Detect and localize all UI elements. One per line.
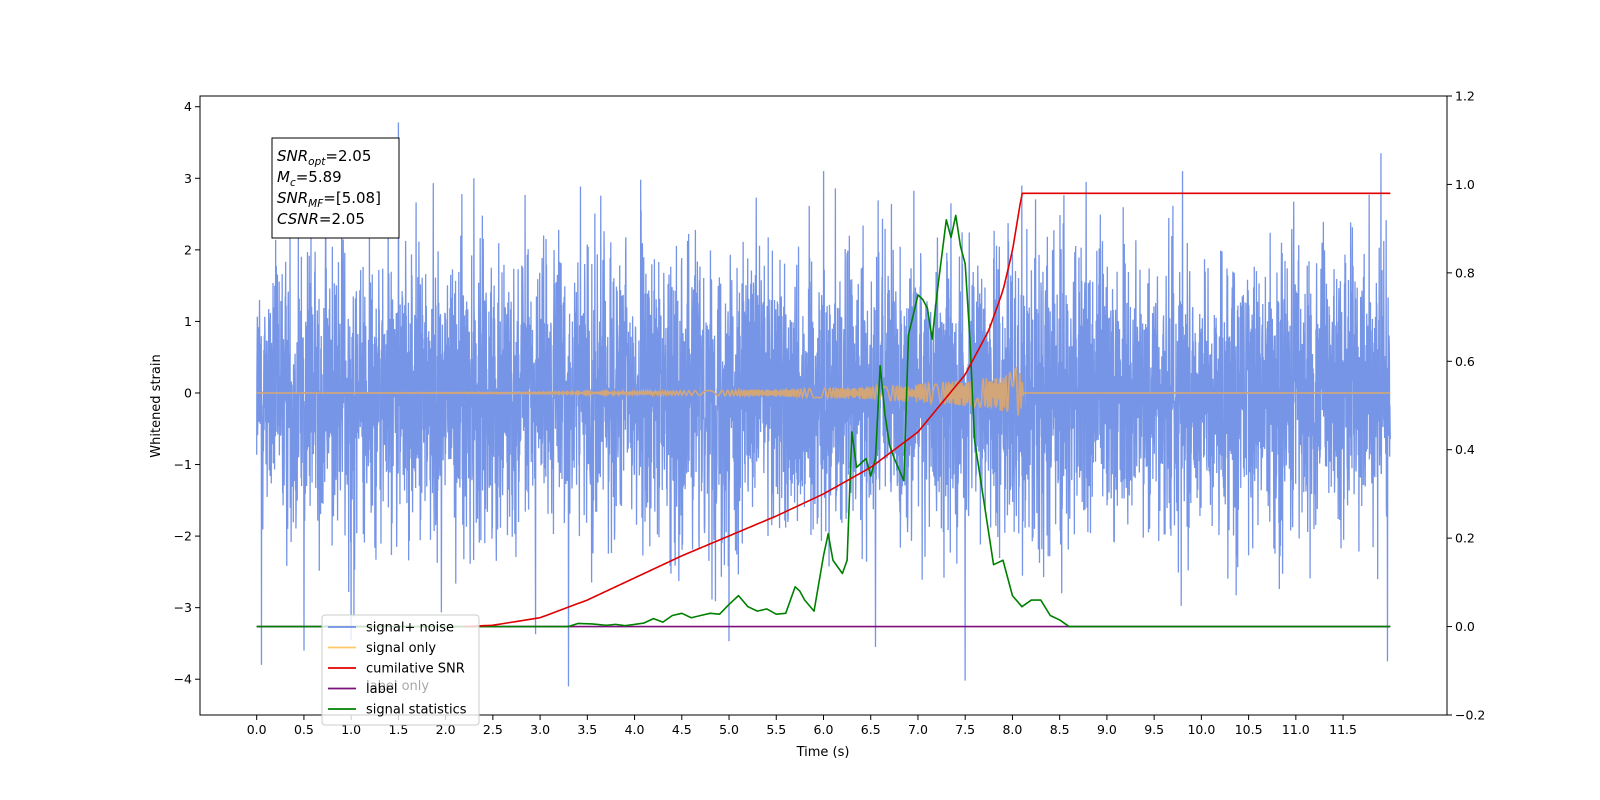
x-tick-label: 10.0: [1187, 722, 1215, 737]
series-signal-statistics: [256, 214, 1391, 628]
y2-tick-label: −0.2: [1455, 708, 1485, 723]
legend: label only signal+ noise signal only cumila…: [321, 614, 480, 726]
x-tick-label: 0.5: [294, 722, 314, 737]
y2-tick-label: 1.0: [1455, 177, 1475, 192]
annotation-value: =5.89: [296, 168, 342, 186]
y-tick-label: 4: [184, 99, 192, 114]
x-tick-label: 0.0: [247, 722, 267, 737]
x-axis: 0.0 0.5 1.0 1.5 2.0 2.5 3.0 3.5 4.0 4.5 5.0 5.5 6.0 6…: [247, 715, 1357, 737]
annotation-subscript: MF: [308, 198, 324, 210]
series-cumilative-snr: [464, 192, 1391, 628]
y-tick-label: −2: [174, 529, 192, 544]
x-tick-label: 2.5: [483, 722, 503, 737]
y2-tick-label: 0.4: [1455, 442, 1475, 457]
x-tick-label: 3.0: [530, 722, 550, 737]
annotation-symbol: SNR: [277, 189, 308, 207]
y-tick-label: 3: [184, 171, 192, 186]
x-tick-label: 4.0: [625, 722, 645, 737]
y-tick-label: 1: [184, 314, 192, 329]
annotation-value: =2.05: [319, 210, 365, 228]
annotation-frame: [271, 137, 400, 239]
x-tick-label: 11.5: [1329, 722, 1357, 737]
x-tick-label: 8.5: [1050, 722, 1070, 737]
annotation-subscript: opt: [308, 156, 326, 168]
x-tick-label: 5.5: [766, 722, 786, 737]
legend-label: cumilative SNR: [366, 662, 465, 677]
y2-tick-label: 0.8: [1455, 265, 1475, 280]
y-axis-right: −0.2 0.0 0.2 0.4 0.6 0.8 1.0 1.2: [1447, 89, 1485, 723]
x-tick-label: 9.5: [1144, 722, 1164, 737]
x-tick-label: 11.0: [1282, 722, 1310, 737]
x-tick-label: 7.5: [955, 722, 975, 737]
x-tick-label: 4.5: [672, 722, 692, 737]
x-tick-label: 9.0: [1097, 722, 1117, 737]
y-axis-left: −4 −3 −2 −1 0 1 2 3 4: [174, 99, 200, 687]
series-signal-noise: [256, 122, 1391, 687]
y-tick-label: −1: [174, 457, 192, 472]
x-tick-label: 5.0: [719, 722, 739, 737]
annotation-line: CSNR=2.05: [277, 210, 365, 228]
x-tick-label: 2.0: [436, 722, 456, 737]
legend-frame: [321, 614, 480, 726]
legend-label: signal only: [366, 641, 436, 656]
annotation-subscript: c: [290, 177, 296, 189]
series-layer: [256, 122, 1391, 687]
legend-label: label: [366, 682, 397, 697]
y2-tick-label: 0.0: [1455, 619, 1475, 634]
x-tick-label: 8.0: [1002, 722, 1022, 737]
annotation-value: =[5.08]: [323, 189, 381, 207]
x-tick-label: 6.5: [861, 722, 881, 737]
x-tick-label: 10.5: [1235, 722, 1263, 737]
series-signal-only: [256, 366, 1391, 416]
y2-tick-label: 0.6: [1455, 354, 1475, 369]
x-tick-label: 7.0: [908, 722, 928, 737]
y2-tick-label: 1.2: [1455, 89, 1475, 104]
annotation-symbol: CSNR: [277, 210, 319, 228]
annotation-symbol: SNR: [277, 147, 308, 165]
y-tick-label: 0: [184, 385, 192, 400]
x-tick-label: 1.0: [341, 722, 361, 737]
y-tick-label: −3: [174, 600, 192, 615]
annotation-symbol: M: [277, 168, 290, 186]
annotation-line: Mc=5.89: [277, 168, 342, 189]
annotation-line: SNRopt=2.05: [277, 147, 371, 168]
x-tick-label: 3.5: [577, 722, 597, 737]
x-tick-label: 1.5: [388, 722, 408, 737]
y2-tick-label: 0.2: [1455, 531, 1475, 546]
x-tick-label: 6.0: [814, 722, 834, 737]
legend-label: signal+ noise: [366, 621, 454, 636]
annotation-line: SNRMF=[5.08]: [277, 189, 381, 210]
annotation-value: =2.05: [325, 147, 371, 165]
y-tick-label: 2: [184, 242, 192, 257]
y-axis-label: Whitened strain: [149, 354, 164, 457]
y-tick-label: −4: [174, 672, 192, 687]
legend-label: signal statistics: [366, 703, 467, 718]
x-axis-label: Time (s): [796, 745, 850, 760]
legend-hidden-text: label only: [366, 679, 429, 694]
